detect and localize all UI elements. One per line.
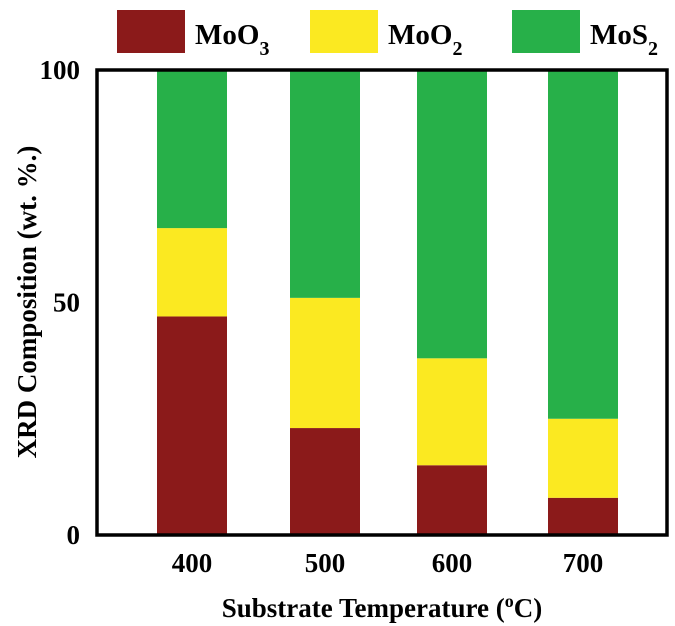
- legend-swatch-moo2: [310, 10, 378, 53]
- bar-moo3-600: [417, 465, 487, 535]
- bar-moo2-500: [290, 297, 360, 429]
- y-tick-label-50: 50: [53, 288, 80, 318]
- bar-moo2-700: [548, 418, 618, 498]
- x-tick-label-400: 400: [172, 548, 213, 578]
- bar-moo3-400: [157, 316, 227, 535]
- bar-mos2-600: [417, 70, 487, 359]
- legend-label-mos2: MoS2: [590, 19, 658, 60]
- bars: [157, 70, 618, 535]
- y-tick-label-0: 0: [67, 520, 81, 550]
- bar-mos2-700: [548, 70, 618, 419]
- x-axis-ticks: 400 500 600 700: [172, 548, 604, 578]
- x-axis-label-unit: C): [514, 593, 543, 623]
- x-tick-label-600: 600: [432, 548, 473, 578]
- bar-mos2-500: [290, 70, 360, 298]
- legend-label-moo3: MoO3: [195, 19, 269, 60]
- bar-moo2-600: [417, 358, 487, 466]
- bar-moo3-700: [548, 497, 618, 535]
- bar-mos2-400: [157, 70, 227, 229]
- bar-moo2-400: [157, 228, 227, 317]
- legend-swatch-mos2: [512, 10, 580, 53]
- legend-label-moo2: MoO2: [388, 19, 462, 60]
- plot-frame: [95, 68, 669, 537]
- legend-swatch-moo3: [117, 10, 185, 53]
- y-axis-label: XRD Composition (wt. %.): [12, 146, 42, 459]
- y-axis-ticks: 0 50 100: [40, 55, 81, 550]
- bar-moo3-500: [290, 428, 360, 535]
- legend: MoO3 MoO2 MoS2: [117, 10, 658, 60]
- x-tick-label-500: 500: [305, 548, 346, 578]
- x-axis-label-sup: o: [505, 591, 514, 611]
- y-tick-label-100: 100: [40, 55, 81, 85]
- x-tick-label-700: 700: [563, 548, 604, 578]
- x-axis-label: Substrate Temperature (oC): [222, 591, 543, 623]
- x-axis-label-main: Substrate Temperature (: [222, 593, 505, 623]
